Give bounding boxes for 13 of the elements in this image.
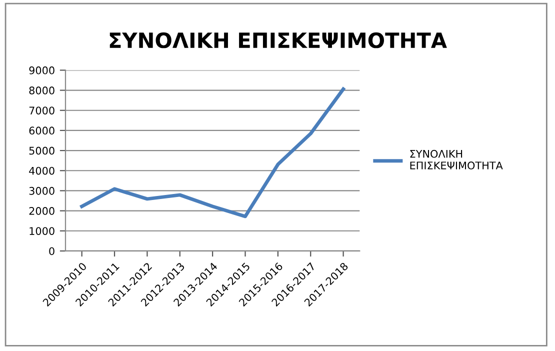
y-tick-label: 2000 xyxy=(29,207,54,215)
y-tick-label: 1000 xyxy=(30,227,54,235)
y-tick-label: 9000 xyxy=(29,66,54,74)
y-tick-label: 3000 xyxy=(29,186,54,195)
legend-label: ΣΥΝΟΛΙΚΗ ΕΠΙΣΚΕΨΙΜΟΤΗΤΑ xyxy=(410,150,503,170)
y-tick-label: 5000 xyxy=(29,146,54,155)
y-tick-label: 7000 xyxy=(29,106,54,114)
y-tick-label: 0 xyxy=(49,247,54,256)
y-tick-label: 8000 xyxy=(29,86,54,94)
y-tick-label: 4000 xyxy=(29,166,54,175)
line-series xyxy=(80,87,346,218)
chart-title: ΣΥΝΟΛΙΚΗ ΕΠΙΣΚΕΨΙΜΟΤΗΤΑ xyxy=(110,32,447,48)
y-tick-label: 6000 xyxy=(29,126,54,135)
